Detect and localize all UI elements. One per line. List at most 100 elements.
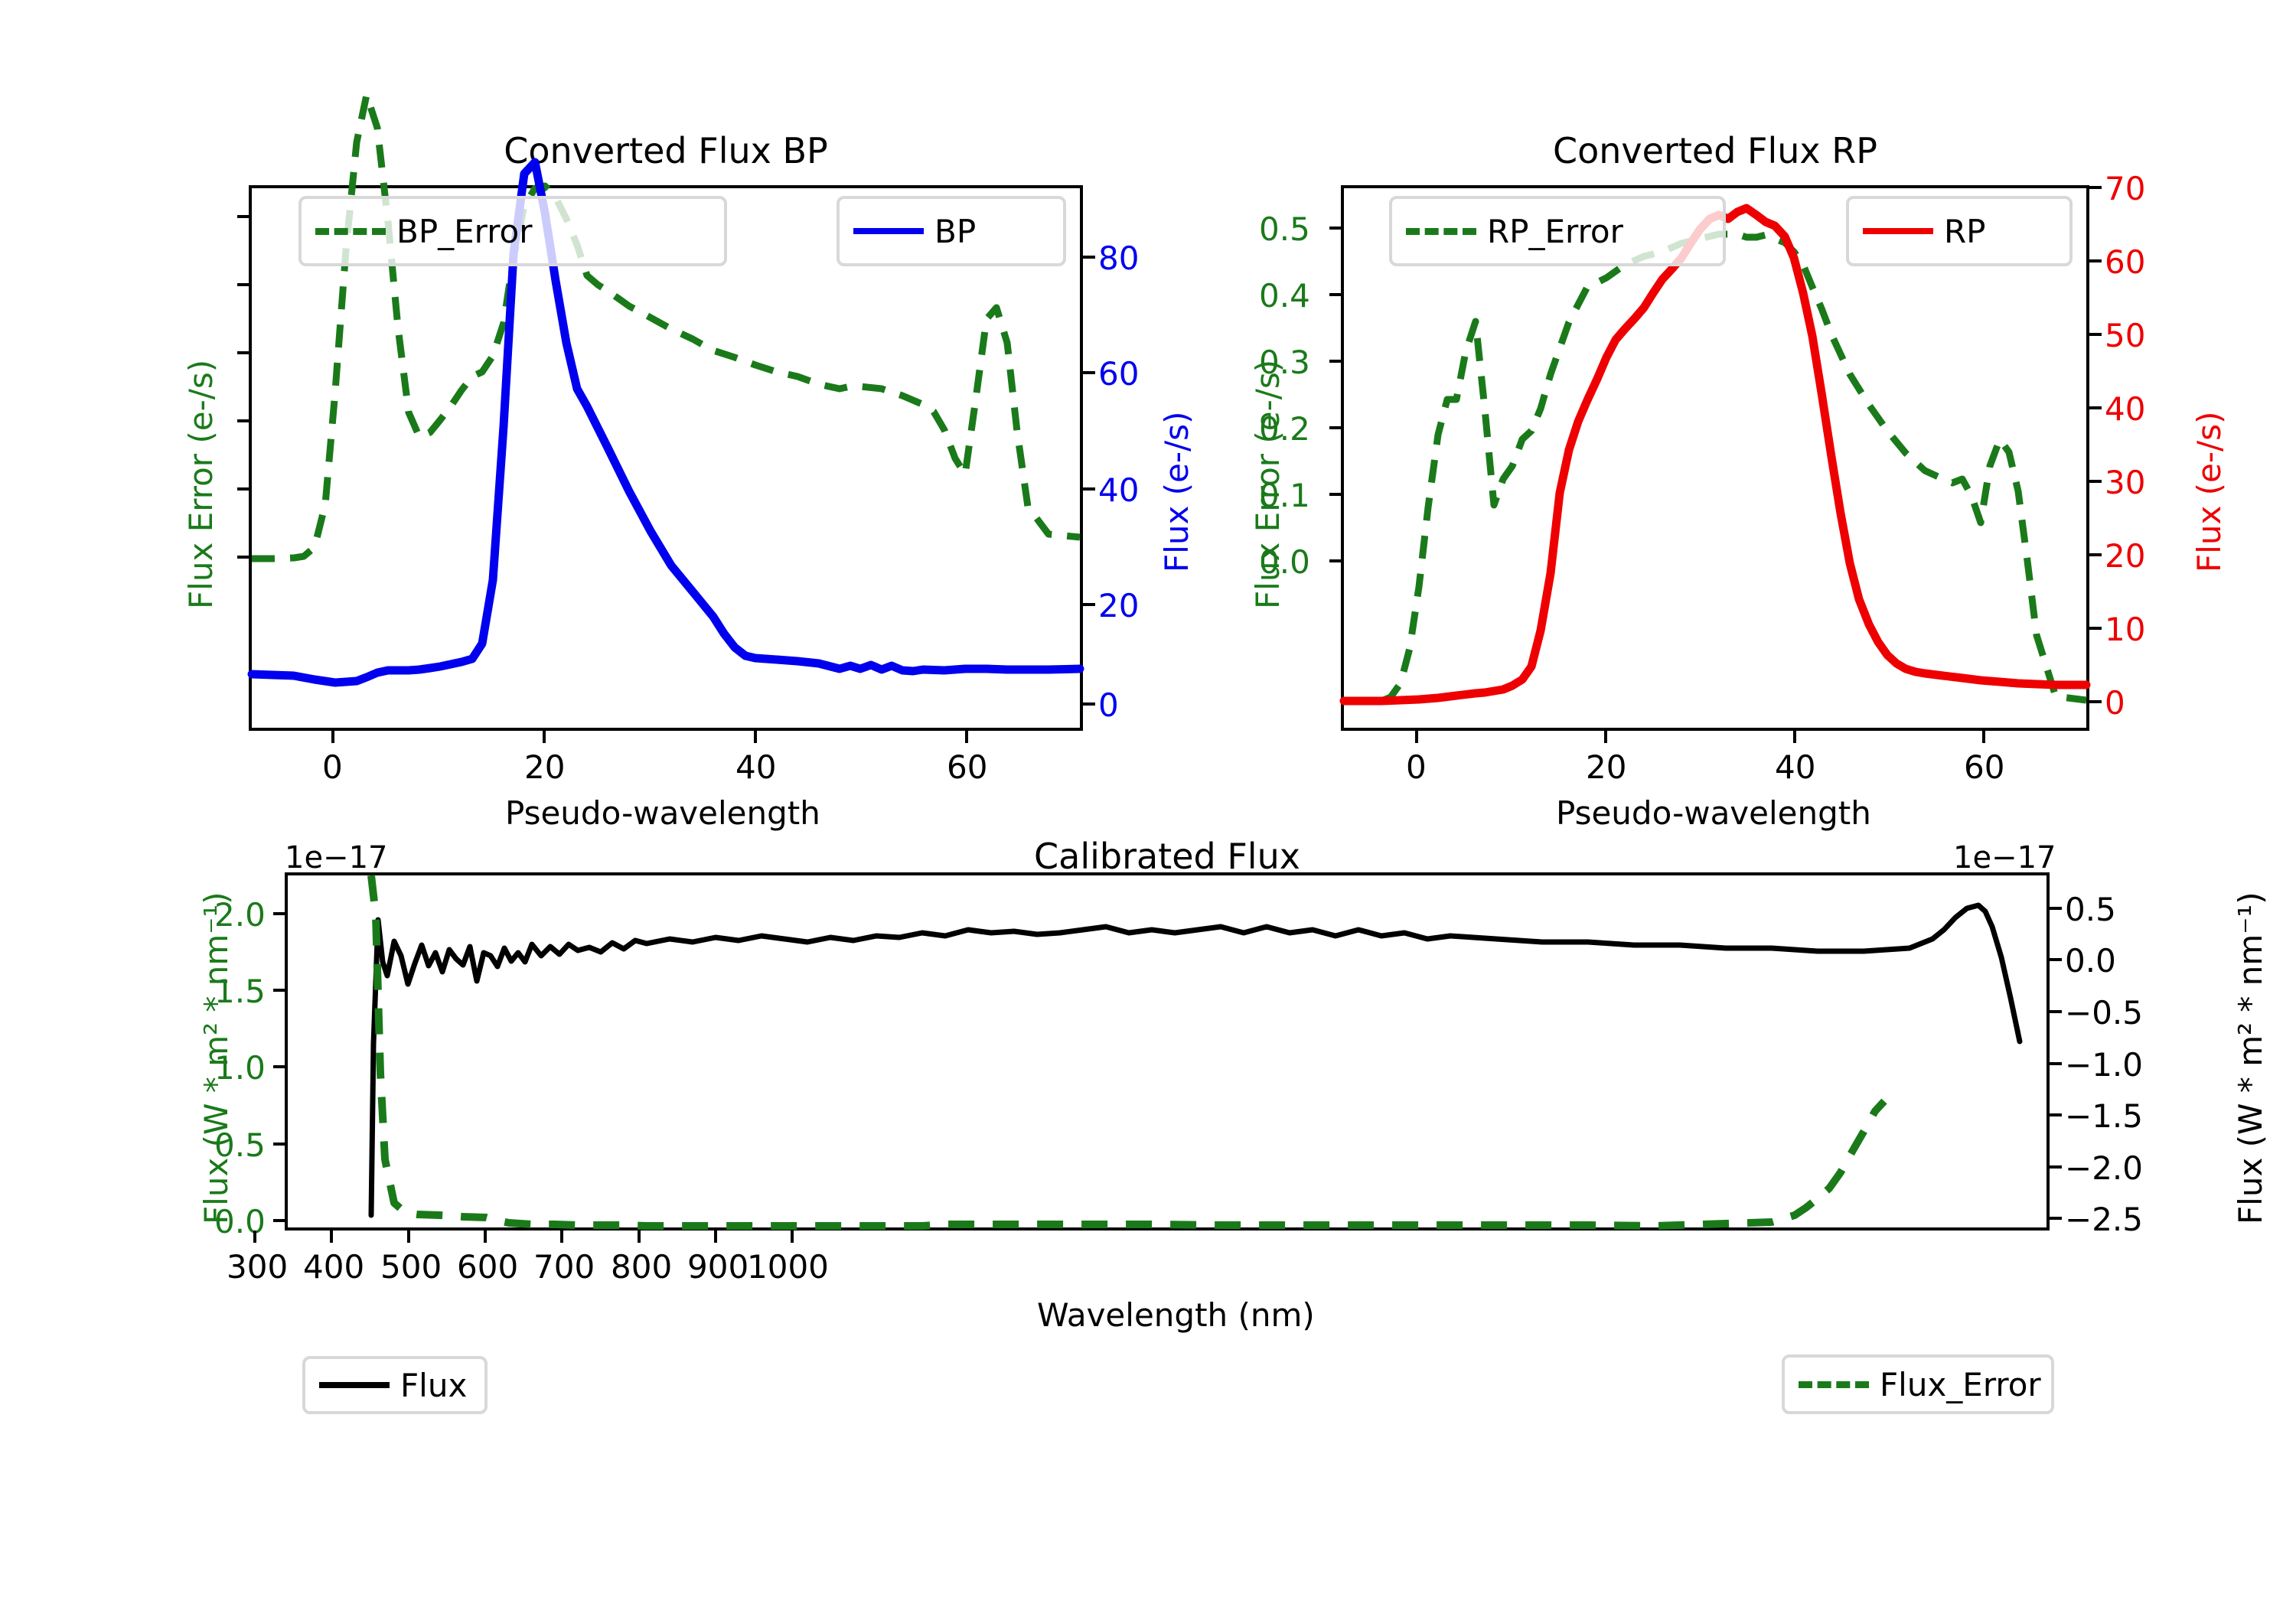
bp-xtickmark <box>543 731 546 743</box>
bp-plot-frame <box>247 91 1084 731</box>
rp-right-yaxis-label: Flux (e-/s) <box>2190 411 2228 572</box>
calibrated-right-ytick: −2.0 <box>2065 1149 2143 1187</box>
bp-left-tickmark <box>237 419 249 422</box>
bp-right-yaxis-label: Flux (e-/s) <box>1158 411 1195 572</box>
bp-xtick: 20 <box>524 748 566 786</box>
calibrated-xtick: 400 <box>303 1248 365 1286</box>
bp-right-ytick: 60 <box>1098 355 1140 393</box>
rp-panel-title: Converted Flux RP <box>1553 130 1877 171</box>
rp-right-tickmark <box>2089 627 2102 630</box>
rp-right-ytick: 50 <box>2105 317 2146 354</box>
rp-xtick: 60 <box>1964 748 2005 786</box>
calibrated-xtickmark <box>407 1231 410 1243</box>
rp-left-tickmark <box>1329 426 1342 429</box>
calibrated-xtickmark <box>714 1231 717 1243</box>
rp-left-tickmark <box>1329 360 1342 363</box>
calibrated-right-ytick: 0.5 <box>2065 891 2116 928</box>
bp-legend[interactable]: BP <box>837 196 1066 266</box>
bp-flux-curve <box>247 158 1084 687</box>
calibrated-xaxis-label: Wavelength (nm) <box>1037 1296 1315 1334</box>
calibrated-xtickmark <box>638 1231 641 1243</box>
calibrated-right-yaxis-label: Flux (W * m² * nm⁻¹) <box>2232 892 2269 1224</box>
calibrated-xtick: 500 <box>380 1248 442 1286</box>
rp-xtickmark <box>1793 731 1796 743</box>
bp-left-yaxis-label: Flux Error (e-/s) <box>182 359 220 609</box>
rp-right-ytick: 30 <box>2105 464 2146 501</box>
rp-xtick: 20 <box>1586 748 1627 786</box>
rp-left-ytick: 0.5 <box>1259 210 1310 248</box>
bp-error-curve <box>252 91 1081 562</box>
calibrated-panel-title: Calibrated Flux <box>1034 836 1300 877</box>
calibrated-right-ytick: −1.0 <box>2065 1046 2143 1084</box>
bp-right-ytick: 0 <box>1098 686 1119 724</box>
bp-xtickmark <box>965 731 968 743</box>
calibrated-left-tickmark <box>273 1219 285 1222</box>
rp-legend-swatch <box>1863 228 1933 234</box>
rp-xtick: 40 <box>1775 748 1816 786</box>
bp-left-tickmark <box>237 487 249 491</box>
calibrated-right-tickmark <box>2050 1113 2062 1116</box>
calibrated-xtick: 300 <box>227 1248 289 1286</box>
rp-error-legend-label: RP_Error <box>1487 212 1623 250</box>
bp-right-tickmark <box>1083 702 1095 706</box>
calibrated-left-tickmark <box>273 989 285 992</box>
rp-right-tickmark <box>2089 186 2102 189</box>
rp-right-ytick: 70 <box>2105 170 2146 207</box>
bp-error-legend-swatch <box>315 227 386 235</box>
rp-left-ytick: 0.3 <box>1259 344 1310 381</box>
rp-right-ytick: 40 <box>2105 390 2146 428</box>
calibrated-left-ytick: 1.0 <box>214 1049 266 1087</box>
calibrated-flux-legend[interactable]: Flux <box>302 1356 488 1414</box>
calibrated-right-tickmark <box>2050 1062 2062 1065</box>
bp-left-tickmark <box>237 215 249 218</box>
rp-left-tickmark <box>1329 559 1342 562</box>
calibrated-flux-error-legend[interactable]: Flux_Error <box>1782 1354 2054 1414</box>
calibrated-flux-error-legend-label: Flux_Error <box>1880 1365 2041 1403</box>
calibrated-right-tickmark <box>2050 958 2062 961</box>
rp-right-tickmark <box>2089 406 2102 409</box>
calibrated-right-ytick: −2.5 <box>2065 1201 2143 1238</box>
bp-right-tickmark <box>1083 487 1095 491</box>
calibrated-plot-curves <box>367 875 2023 1230</box>
calibrated-xtick: 600 <box>457 1248 519 1286</box>
calibrated-flux-error-curve <box>367 875 1887 1230</box>
rp-error-legend[interactable]: RP_Error <box>1389 196 1726 266</box>
rp-left-ytick: 0.1 <box>1259 477 1310 514</box>
rp-right-tickmark <box>2089 700 2102 703</box>
rp-left-yaxis-label: Flux Error (e-/s) <box>1249 359 1287 609</box>
rp-legend[interactable]: RP <box>1846 196 2073 266</box>
rp-left-tickmark <box>1329 227 1342 230</box>
calibrated-right-tickmark <box>2050 1165 2062 1169</box>
rp-legend-label: RP <box>1944 212 1986 250</box>
calibrated-xtick: 800 <box>611 1248 673 1286</box>
rp-left-tickmark <box>1329 493 1342 496</box>
bp-right-ytick: 80 <box>1098 240 1140 277</box>
rp-left-ytick: 0.4 <box>1259 277 1310 315</box>
bp-error-legend-label: BP_Error <box>396 212 533 250</box>
calibrated-xtickmark <box>791 1231 794 1243</box>
calibrated-flux-legend-label: Flux <box>400 1366 468 1404</box>
rp-error-curve <box>1344 230 2087 706</box>
bp-left-tickmark <box>237 556 249 559</box>
bp-xtick: 0 <box>322 748 343 786</box>
rp-plot-frame <box>1339 185 2091 731</box>
calibrated-right-offset-label: 1e−17 <box>1953 840 2056 875</box>
calibrated-flux-error-legend-swatch <box>1799 1380 1869 1388</box>
bp-right-ytick: 40 <box>1098 471 1140 509</box>
calibrated-left-ytick: 0.0 <box>214 1203 266 1240</box>
calibrated-left-offset-label: 1e−17 <box>285 840 388 875</box>
rp-xaxis-label: Pseudo-wavelength <box>1556 794 1871 832</box>
rp-left-tickmark <box>1329 293 1342 296</box>
calibrated-right-tickmark <box>2050 907 2062 910</box>
rp-right-ytick: 0 <box>2105 684 2125 722</box>
calibrated-xtickmark <box>330 1231 333 1243</box>
bp-right-ytick: 20 <box>1098 587 1140 624</box>
bp-error-legend[interactable]: BP_Error <box>298 196 727 266</box>
calibrated-xtick: 1000 <box>747 1248 829 1286</box>
bp-left-tickmark <box>237 351 249 354</box>
rp-right-tickmark <box>2089 553 2102 556</box>
calibrated-left-yaxis-label: Flux (W * m² * nm⁻¹) <box>197 892 235 1224</box>
bp-right-tickmark <box>1083 256 1095 259</box>
rp-xtick: 0 <box>1406 748 1427 786</box>
rp-right-tickmark <box>2089 333 2102 336</box>
